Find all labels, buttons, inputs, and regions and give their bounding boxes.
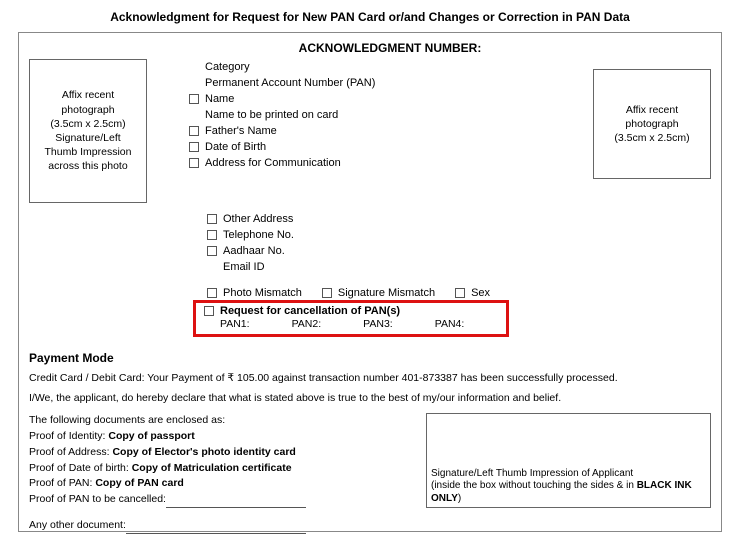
form-container: ACKNOWLEDGMENT NUMBER: Affix recent phot… (18, 32, 722, 532)
page-title: Acknowledgment for Request for New PAN C… (18, 10, 722, 24)
checkbox-addr[interactable] (189, 158, 199, 168)
other-doc-label: Any other document: (29, 519, 126, 531)
checkbox-cancel[interactable] (204, 306, 214, 316)
proof-cancel-blank (166, 507, 306, 508)
proof-dob-value: Copy of Matriculation certificate (132, 462, 292, 474)
top-row: Affix recent photograph (3.5cm x 2.5cm) … (29, 59, 711, 203)
signature-box: Signature/Left Thumb Impression of Appli… (426, 413, 711, 508)
bottom-row: The following documents are enclosed as:… (29, 413, 711, 533)
photo-box-left: Affix recent photograph (3.5cm x 2.5cm) … (29, 59, 147, 203)
proof-dob-label: Proof of Date of birth: (29, 462, 132, 474)
field-aadhaar: Aadhaar No. (223, 245, 285, 257)
photo-right-text: Affix recent photograph (3.5cm x 2.5cm) (614, 103, 689, 146)
field-other-addr: Other Address (223, 213, 293, 225)
field-addr: Address for Communication (205, 157, 341, 169)
field-dob: Date of Birth (205, 141, 266, 153)
field-email: Email ID (223, 261, 265, 273)
declaration: I/We, the applicant, do hereby declare t… (29, 391, 711, 405)
field-name-card: Name to be printed on card (205, 109, 338, 121)
field-father: Father's Name (205, 125, 277, 137)
payment-title: Payment Mode (29, 351, 711, 365)
fields-column: Category Permanent Account Number (PAN) … (189, 59, 375, 203)
field-tel: Telephone No. (223, 229, 294, 241)
pan4: PAN4: (435, 318, 465, 330)
checkbox-dob[interactable] (189, 142, 199, 152)
proof-pan-label: Proof of PAN: (29, 477, 95, 489)
documents-list: The following documents are enclosed as:… (29, 413, 416, 533)
sig-line2c: ) (458, 493, 461, 504)
checkbox-sex[interactable] (455, 288, 465, 298)
cancellation-highlight: Request for cancellation of PAN(s) PAN1:… (193, 300, 509, 337)
proof-addr-label: Proof of Address: (29, 446, 112, 458)
cancel-title: Request for cancellation of PAN(s) (220, 305, 400, 317)
checkbox-father[interactable] (189, 126, 199, 136)
ack-number-label: ACKNOWLEDGMENT NUMBER: (69, 41, 711, 55)
payment-line: Credit Card / Debit Card: Your Payment o… (29, 371, 711, 385)
label-photo-mismatch: Photo Mismatch (223, 287, 302, 299)
proof-pan-value: Copy of PAN card (95, 477, 183, 489)
pan1: PAN1: (220, 318, 250, 330)
checkbox-aadhaar[interactable] (207, 246, 217, 256)
sig-line1: Signature/Left Thumb Impression of Appli… (431, 468, 706, 481)
checkbox-name[interactable] (189, 94, 199, 104)
photo-box-right: Affix recent photograph (3.5cm x 2.5cm) (593, 69, 711, 179)
field-name: Name (205, 93, 234, 105)
proof-cancel-label: Proof of PAN to be cancelled: (29, 493, 166, 505)
other-doc-blank (126, 533, 306, 534)
field-pan: Permanent Account Number (PAN) (205, 77, 375, 89)
sig-line2a: (inside the box without touching the sid… (431, 480, 637, 491)
checkbox-sig-mismatch[interactable] (322, 288, 332, 298)
proof-id-label: Proof of Identity: (29, 430, 108, 442)
proof-addr-value: Copy of Elector's photo identity card (112, 446, 295, 458)
field-category: Category (205, 61, 250, 73)
label-sig-mismatch: Signature Mismatch (338, 287, 435, 299)
photo-left-text: Affix recent photograph (3.5cm x 2.5cm) … (45, 88, 132, 173)
docs-intro: The following documents are enclosed as: (29, 413, 416, 429)
pan3: PAN3: (363, 318, 393, 330)
checkbox-tel[interactable] (207, 230, 217, 240)
mismatch-row: Photo Mismatch Signature Mismatch Sex (207, 285, 711, 301)
pan2: PAN2: (292, 318, 322, 330)
checkbox-other-addr[interactable] (207, 214, 217, 224)
label-sex: Sex (471, 287, 490, 299)
checkbox-photo-mismatch[interactable] (207, 288, 217, 298)
fields-block-2: Other Address Telephone No. Aadhaar No. … (207, 211, 711, 275)
proof-id-value: Copy of passport (108, 430, 194, 442)
